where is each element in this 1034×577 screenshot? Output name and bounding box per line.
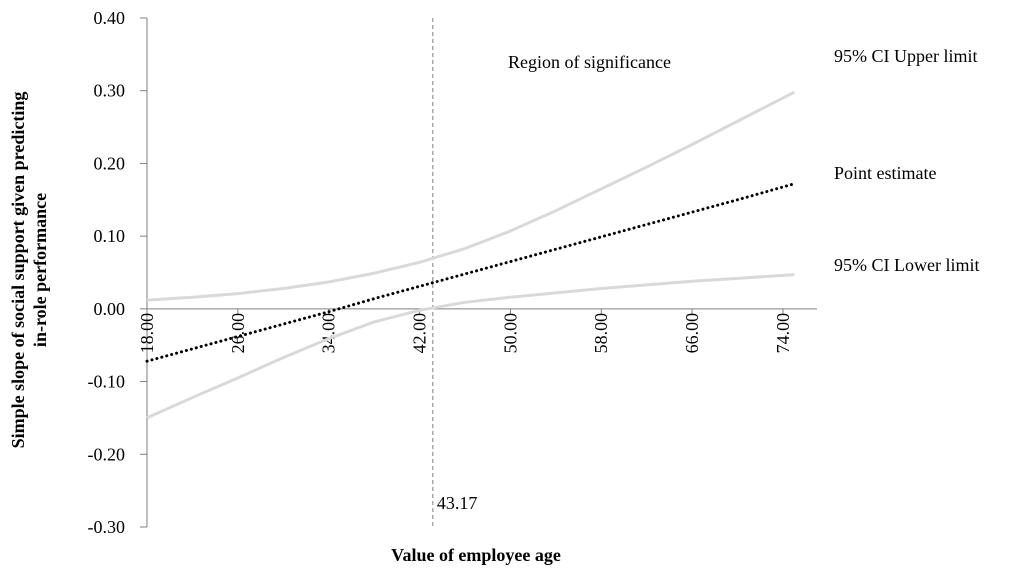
x-axis-title: Value of employee age: [391, 545, 561, 565]
x-tick-label: 18.00: [137, 313, 157, 354]
x-tick-label: 74.00: [773, 313, 793, 354]
series-line: [145, 182, 796, 363]
y-tick-label: 0.00: [94, 299, 126, 319]
y-tick-label: -0.30: [88, 517, 126, 537]
series-line: [146, 90, 795, 302]
y-tick-label: 0.10: [94, 226, 126, 246]
y-tick-label: 0.30: [94, 81, 126, 101]
x-tick-label: 58.00: [591, 313, 611, 354]
y-tick-label: -0.20: [88, 444, 126, 464]
x-tick-label: 34.00: [319, 313, 339, 354]
threshold-label: 43.17: [437, 493, 478, 513]
annotation: Region of significance: [508, 52, 671, 72]
x-tick-label: 50.00: [500, 313, 520, 354]
x-tick-label: 66.00: [682, 313, 702, 354]
x-tick-label: 42.00: [410, 313, 430, 354]
series-label: 95% CI Lower limit: [834, 255, 979, 275]
y-axis-title: Simple slope of social support given pre…: [8, 92, 28, 449]
series-line: [146, 273, 795, 420]
y-tick-label: 0.20: [94, 153, 126, 173]
series-label: 95% CI Upper limit: [834, 46, 977, 66]
y-axis-title: in-role performance: [30, 193, 50, 347]
y-tick-label: 0.40: [94, 8, 126, 28]
series-label: Point estimate: [834, 163, 937, 183]
x-tick-label: 26.00: [228, 313, 248, 354]
y-tick-label: -0.10: [88, 372, 126, 392]
